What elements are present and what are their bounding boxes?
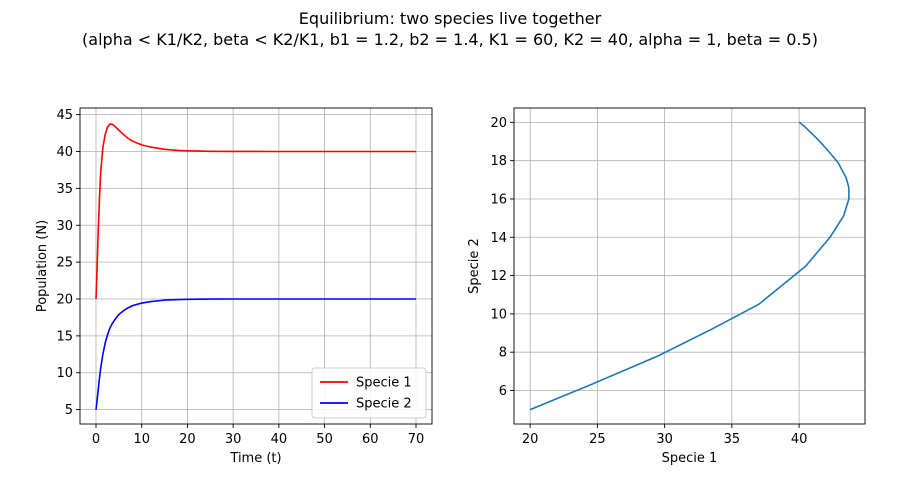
y-tick-label: 16 [490, 192, 507, 207]
series-line-specie-2 [95, 298, 416, 410]
y-axis-label: Population (N) [35, 220, 50, 312]
y-tick-label: 25 [56, 256, 73, 271]
x-tick-label: 60 [362, 432, 379, 447]
y-tick-label: 20 [56, 293, 73, 308]
x-tick-label: 35 [724, 432, 741, 447]
y-tick-label: 8 [499, 346, 507, 361]
x-tick-label: 50 [316, 432, 333, 447]
time-series-chart: 0 10 20 30 40 50 60 70 5 10 15 20 25 30 35 40 45 Time (t)… [35, 107, 433, 466]
phase-plane-chart: 20 25 30 35 40 6 8 10 12 14 16 18 20 Specie 1 Specie 2 [467, 107, 866, 466]
y-tick-label: 10 [490, 307, 507, 322]
x-tick-label: 20 [179, 432, 196, 447]
legend-label: Specie 1 [356, 376, 412, 391]
y-tick-label: 20 [490, 116, 507, 131]
y-tick-label: 30 [56, 219, 73, 234]
y-tick-label: 12 [490, 269, 507, 284]
x-axis-label: Specie 1 [662, 451, 718, 466]
x-tick-label: 10 [133, 432, 150, 447]
figure-title-line-2: (alpha < K1/K2, beta < K2/K1, b1 = 1.2, … [82, 30, 818, 49]
legend-label: Specie 2 [356, 397, 412, 412]
y-tick-label: 45 [56, 108, 73, 123]
legend-box [311, 367, 427, 419]
x-axis-label: Time (t) [229, 451, 281, 466]
series-line-specie-1 [95, 123, 416, 300]
y-tick-label: 35 [56, 182, 73, 197]
y-tick-label: 15 [56, 329, 73, 344]
x-tick-label: 20 [522, 432, 539, 447]
x-tick-label: 70 [408, 432, 425, 447]
y-tick-label: 40 [56, 145, 73, 160]
x-tick-label: 40 [271, 432, 288, 447]
x-tick-label: 30 [225, 432, 242, 447]
y-tick-label: 10 [56, 366, 73, 381]
legend: Specie 1 Specie 2 [311, 367, 427, 419]
x-tick-label: 0 [92, 432, 100, 447]
x-tick-label: 30 [656, 432, 673, 447]
x-tick-label: 25 [589, 432, 606, 447]
y-tick-label: 6 [499, 384, 507, 399]
axes-frame [513, 107, 866, 425]
x-tick-label: 40 [791, 432, 808, 447]
trajectory-line [529, 121, 850, 411]
figure-title-line-1: Equilibrium: two species live together [299, 9, 602, 28]
y-tick-label: 18 [490, 154, 507, 169]
y-tick-label: 5 [65, 403, 73, 418]
y-tick-label: 14 [490, 231, 507, 246]
axes-frame [79, 107, 433, 425]
y-axis-label: Specie 2 [467, 238, 482, 294]
